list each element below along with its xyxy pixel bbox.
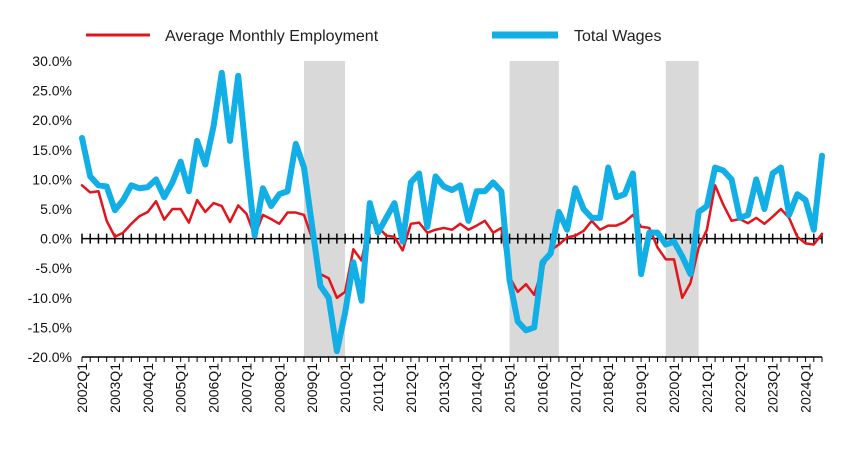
y-tick-label: 20.0% [32, 112, 72, 128]
y-tick-label: -20.0% [28, 349, 72, 365]
series-line-wages [79, 69, 825, 355]
x-tick-label: 2010Q1 [337, 363, 353, 413]
x-tick-label: 2014Q1 [469, 363, 485, 413]
x-tick-label: 2005Q1 [173, 363, 189, 413]
x-tick-label: 2023Q1 [765, 363, 781, 413]
x-tick-label: 2016Q1 [534, 363, 550, 413]
legend-label-wages: Total Wages [574, 28, 661, 45]
x-tick-label: 2006Q1 [206, 363, 222, 413]
recession-shading [304, 61, 699, 357]
x-tick-label: 2017Q1 [567, 363, 583, 413]
x-tick-label: 2004Q1 [140, 363, 156, 413]
x-tick-label: 2020Q1 [666, 363, 682, 413]
y-tick-label: 15.0% [32, 142, 72, 158]
y-tick-label: -10.0% [28, 290, 72, 306]
legend-label-employment: Average Monthly Employment [165, 28, 379, 45]
x-tick-label: 2024Q1 [798, 363, 814, 413]
x-tick-label: 2012Q1 [403, 363, 419, 413]
x-tick-label: 2007Q1 [238, 363, 254, 413]
x-tick-label: 2019Q1 [633, 363, 649, 413]
legend: Average Monthly Employment Total Wages [86, 28, 661, 45]
x-axis: 2002Q1 2003Q1 2004Q1 2005Q1 2006Q1 2007Q1 2008… [74, 356, 823, 413]
x-tick-label: 2009Q1 [304, 363, 320, 413]
x-tick-label: 2021Q1 [699, 363, 715, 413]
x-tick-label: 2018Q1 [600, 363, 616, 413]
y-tick-label: 30.0% [32, 53, 72, 69]
x-tick-label: 2002Q1 [74, 363, 90, 413]
y-tick-label: 10.0% [32, 171, 72, 187]
x-tick-label: 2022Q1 [732, 363, 748, 413]
shaded-period-3 [665, 61, 699, 357]
x-tick-label: 2011Q1 [370, 363, 386, 412]
y-tick-label: -15.0% [28, 319, 72, 335]
series-line-employment [80, 184, 824, 300]
y-tick-label: 5.0% [40, 201, 72, 217]
x-tick-label: 2013Q1 [436, 363, 452, 413]
series-lines [79, 69, 825, 355]
zero-axis [81, 233, 823, 244]
x-tick-label: 2003Q1 [107, 363, 123, 413]
y-axis: 30.0% 25.0% 20.0% 15.0% 10.0% 5.0% 0.0% -5.0% -1… [28, 53, 72, 365]
x-tick-label: 2015Q1 [502, 363, 518, 413]
x-tick-label: 2008Q1 [271, 363, 287, 413]
y-tick-label: 0.0% [40, 231, 72, 247]
y-tick-label: 25.0% [32, 83, 72, 99]
y-tick-label: -5.0% [35, 260, 72, 276]
